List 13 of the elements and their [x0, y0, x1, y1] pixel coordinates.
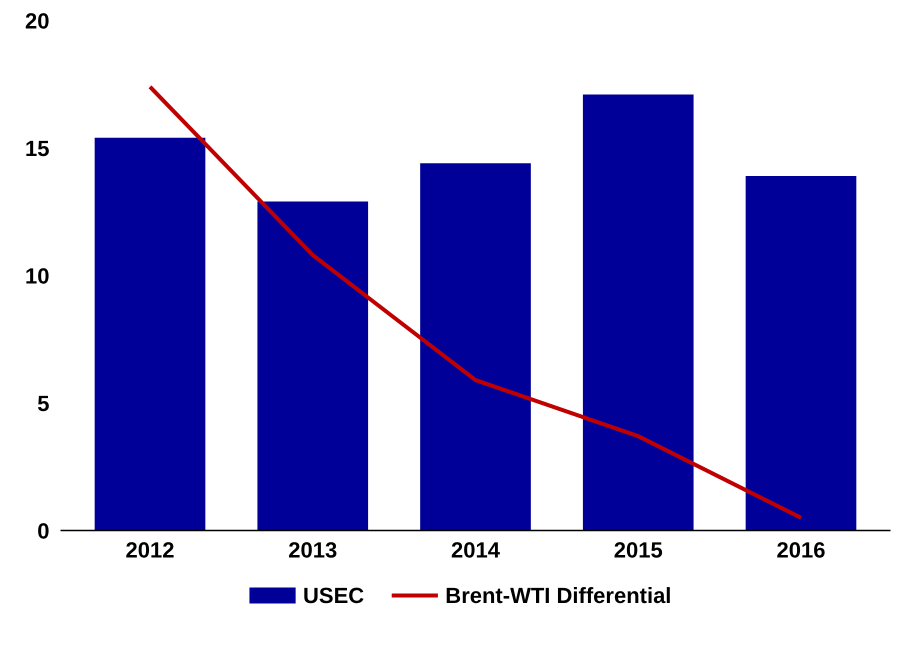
legend-label: USEC [303, 583, 364, 608]
x-tick-label: 2016 [776, 538, 826, 562]
x-tick-label: 2015 [614, 538, 663, 562]
x-tick-label: 2014 [451, 538, 501, 562]
y-tick-label: 0 [37, 518, 50, 544]
y-tick-label: 15 [25, 136, 50, 161]
y-tick-label: 10 [25, 264, 50, 288]
legend-label: Brent-WTI Differential [445, 583, 672, 608]
y-tick-label: 5 [37, 391, 50, 416]
y-tick-label: 20 [25, 8, 50, 34]
x-tick-label: 2012 [126, 538, 174, 562]
line-series [148, 84, 803, 520]
x-tick-label: 2013 [288, 538, 338, 562]
